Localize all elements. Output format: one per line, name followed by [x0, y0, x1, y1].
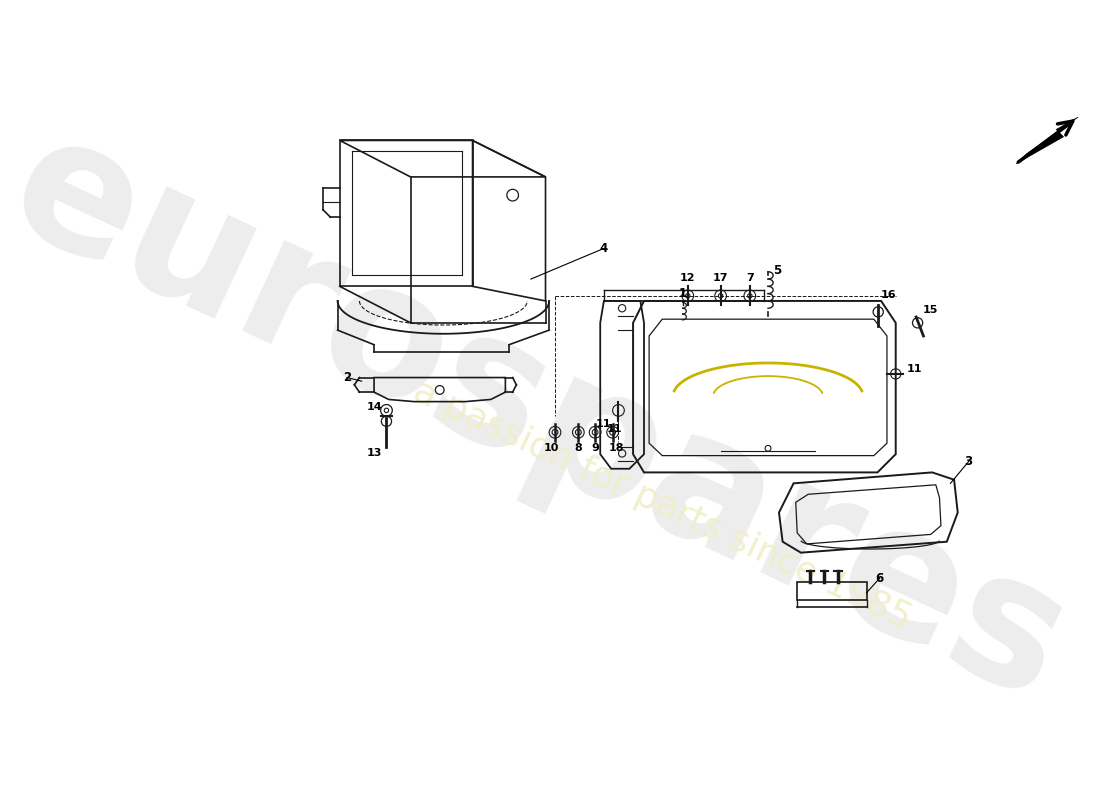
Text: 12: 12	[680, 273, 695, 282]
Text: eurospares: eurospares	[0, 97, 1092, 738]
Text: 2: 2	[343, 371, 351, 384]
Text: 10: 10	[543, 443, 559, 454]
Text: 1: 1	[679, 287, 686, 300]
Text: 7: 7	[746, 273, 754, 282]
Text: 4: 4	[600, 242, 608, 255]
Text: 11: 11	[607, 424, 623, 434]
Text: a passion for parts since 1985: a passion for parts since 1985	[408, 374, 916, 636]
Text: 6: 6	[876, 572, 883, 585]
Text: 11: 11	[596, 418, 612, 429]
Polygon shape	[1016, 117, 1078, 164]
Text: 15: 15	[923, 305, 938, 314]
Text: 9: 9	[591, 443, 600, 454]
Text: 17: 17	[713, 273, 728, 282]
Text: 16: 16	[881, 290, 896, 300]
Text: 11: 11	[906, 364, 922, 374]
Text: 14: 14	[366, 402, 382, 412]
Text: 5: 5	[773, 264, 782, 277]
Text: 8: 8	[574, 443, 582, 454]
Text: 18: 18	[608, 443, 624, 454]
Text: 3: 3	[965, 455, 972, 468]
Text: 13: 13	[366, 448, 382, 458]
